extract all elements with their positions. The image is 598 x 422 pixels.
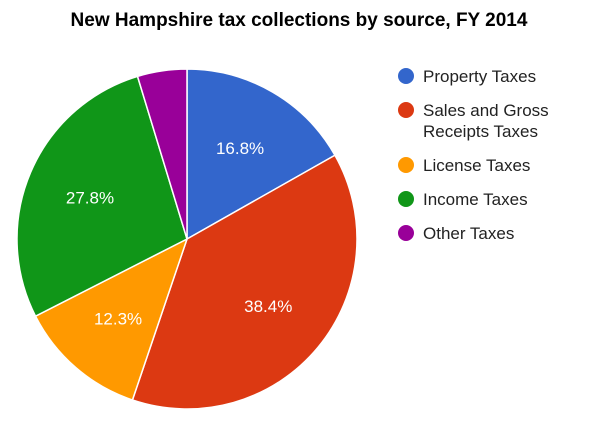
slice-data-label: 27.8% bbox=[66, 189, 114, 208]
slice-data-label: 38.4% bbox=[244, 297, 292, 316]
legend-item-other[interactable]: Other Taxes bbox=[398, 223, 594, 244]
legend-swatch bbox=[398, 157, 414, 173]
legend-item-license[interactable]: License Taxes bbox=[398, 155, 594, 176]
legend-swatch bbox=[398, 191, 414, 207]
legend-item-property[interactable]: Property Taxes bbox=[398, 66, 594, 87]
legend-label: Income Taxes bbox=[423, 190, 528, 209]
slice-income[interactable] bbox=[16, 75, 188, 318]
slice-sales[interactable] bbox=[131, 154, 358, 410]
legend-item-sales[interactable]: Sales and Gross Receipts Taxes bbox=[398, 100, 594, 142]
legend-label: Other Taxes bbox=[423, 224, 515, 243]
legend-label: Sales and Gross Receipts Taxes bbox=[423, 101, 549, 141]
slice-other[interactable] bbox=[136, 68, 188, 240]
slice-data-label: 16.8% bbox=[216, 139, 264, 158]
legend-label: License Taxes bbox=[423, 156, 531, 175]
slice-license[interactable] bbox=[34, 237, 189, 401]
legend-swatch bbox=[398, 225, 414, 241]
slice-property[interactable] bbox=[186, 68, 336, 241]
legend-swatch bbox=[398, 102, 414, 118]
legend: Property Taxes Sales and Gross Receipts … bbox=[398, 66, 594, 257]
legend-label: Property Taxes bbox=[423, 67, 537, 86]
slice-data-label: 12.3% bbox=[94, 310, 142, 329]
legend-item-income[interactable]: Income Taxes bbox=[398, 189, 594, 210]
legend-swatch bbox=[398, 68, 414, 84]
chart-title: New Hampshire tax collections by source,… bbox=[70, 10, 528, 31]
